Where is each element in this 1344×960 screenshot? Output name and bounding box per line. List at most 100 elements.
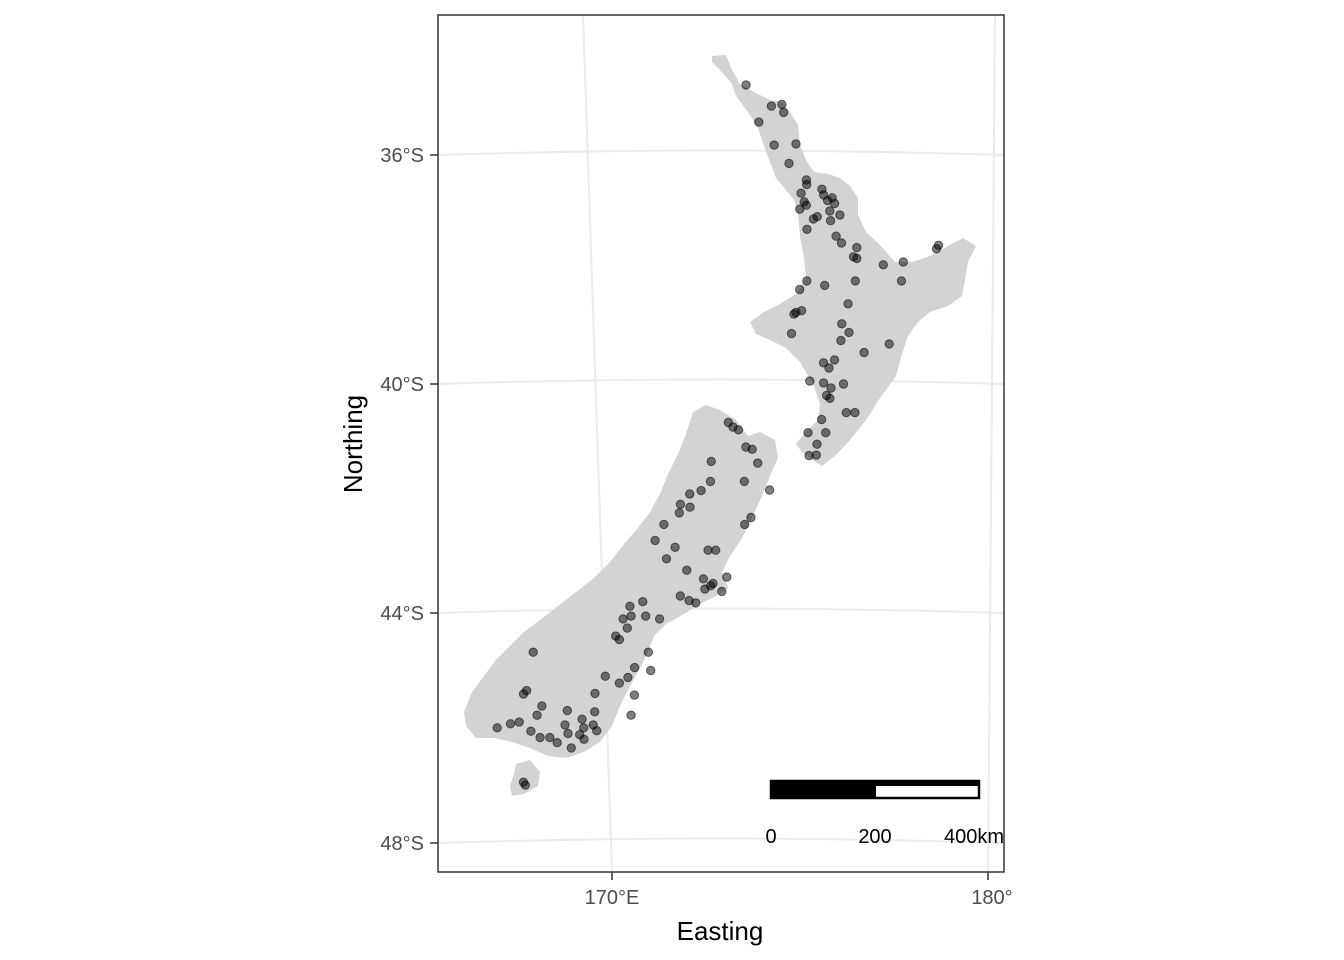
scale-label-400: 400km <box>944 826 1004 848</box>
site-point <box>623 672 633 683</box>
site-point <box>746 512 756 523</box>
site-point <box>850 407 860 418</box>
site-point <box>836 335 846 346</box>
site-point <box>884 339 894 349</box>
site-point <box>898 257 908 267</box>
y-tick-label: 40°S <box>380 374 424 396</box>
y-tick-label: 44°S <box>380 603 424 625</box>
site-point <box>532 710 542 720</box>
site-point <box>579 723 589 733</box>
graticule-40s <box>438 378 1004 385</box>
site-point <box>528 647 538 657</box>
site-point <box>579 734 589 744</box>
graticule-44s <box>438 607 1004 614</box>
site-point <box>740 519 750 530</box>
site-point <box>518 777 529 787</box>
site-point <box>641 611 651 621</box>
site-point <box>682 565 692 575</box>
site-point <box>661 554 672 564</box>
site-point <box>754 117 764 127</box>
site-point <box>592 726 602 736</box>
site-point <box>600 671 610 681</box>
site-point <box>560 720 570 730</box>
graticule-48s <box>438 837 1004 844</box>
site-point <box>826 383 836 393</box>
y-tick-label: 48°S <box>380 833 424 855</box>
site-point <box>646 665 656 676</box>
site-point <box>816 414 827 425</box>
x-axis-title: Easting <box>677 916 764 946</box>
site-point <box>700 584 710 594</box>
north-island-shape <box>712 55 976 466</box>
x-tick-label: 170°E <box>585 887 640 909</box>
site-point <box>805 376 815 386</box>
site-point <box>622 623 632 633</box>
site-point <box>808 214 819 224</box>
site-point <box>812 439 822 449</box>
site-point <box>829 198 840 209</box>
site-point <box>654 614 665 624</box>
site-point <box>733 425 744 435</box>
site-point <box>795 284 805 295</box>
site-point <box>643 647 653 657</box>
site-point <box>698 574 709 584</box>
site-point <box>562 705 572 716</box>
site-point <box>629 662 640 673</box>
site-point <box>837 319 847 329</box>
site-point <box>896 276 907 286</box>
site-point <box>766 101 777 111</box>
site-point <box>852 242 862 253</box>
site-point <box>706 456 716 467</box>
site-point <box>577 714 587 724</box>
site-point <box>825 216 836 226</box>
site-point <box>537 701 547 711</box>
site-point <box>825 393 835 403</box>
site-point <box>821 428 831 438</box>
site-point <box>638 597 648 607</box>
site-point <box>838 379 849 389</box>
site-point <box>829 355 840 365</box>
site-point <box>859 347 869 358</box>
sites-layer <box>492 80 944 790</box>
site-point <box>741 80 751 90</box>
site-point <box>852 253 862 264</box>
site-point <box>835 210 845 220</box>
site-point <box>535 732 545 743</box>
site-point <box>844 327 854 338</box>
site-point <box>778 107 789 118</box>
site-point <box>802 276 812 286</box>
site-point <box>784 158 794 169</box>
site-point <box>789 309 799 319</box>
site-point <box>685 502 695 512</box>
site-point <box>811 450 821 460</box>
site-point <box>629 690 640 700</box>
site-point <box>820 280 830 291</box>
site-point <box>659 519 669 530</box>
site-point <box>722 572 732 582</box>
site-point <box>670 542 680 552</box>
site-point <box>521 685 532 696</box>
y-tick-label: 36°S <box>380 145 424 167</box>
site-point <box>769 140 779 150</box>
x-tick-label: 180° <box>971 887 1012 909</box>
scale-bar: 0 200 400km <box>765 779 1004 848</box>
site-point <box>590 688 600 699</box>
site-point <box>802 224 812 235</box>
site-point <box>691 598 701 608</box>
graticule-36s <box>438 149 1004 156</box>
site-point <box>850 276 860 286</box>
site-point <box>803 428 813 438</box>
site-point <box>824 363 834 373</box>
site-point <box>831 231 841 241</box>
site-point <box>795 204 805 214</box>
site-point <box>933 240 944 251</box>
site-point <box>625 601 635 611</box>
site-point <box>618 614 628 624</box>
site-point <box>626 710 636 720</box>
site-point <box>614 634 625 645</box>
site-point <box>843 299 853 309</box>
site-point <box>818 378 829 388</box>
site-point <box>545 732 555 743</box>
y-axis-title: Northing <box>338 395 368 493</box>
